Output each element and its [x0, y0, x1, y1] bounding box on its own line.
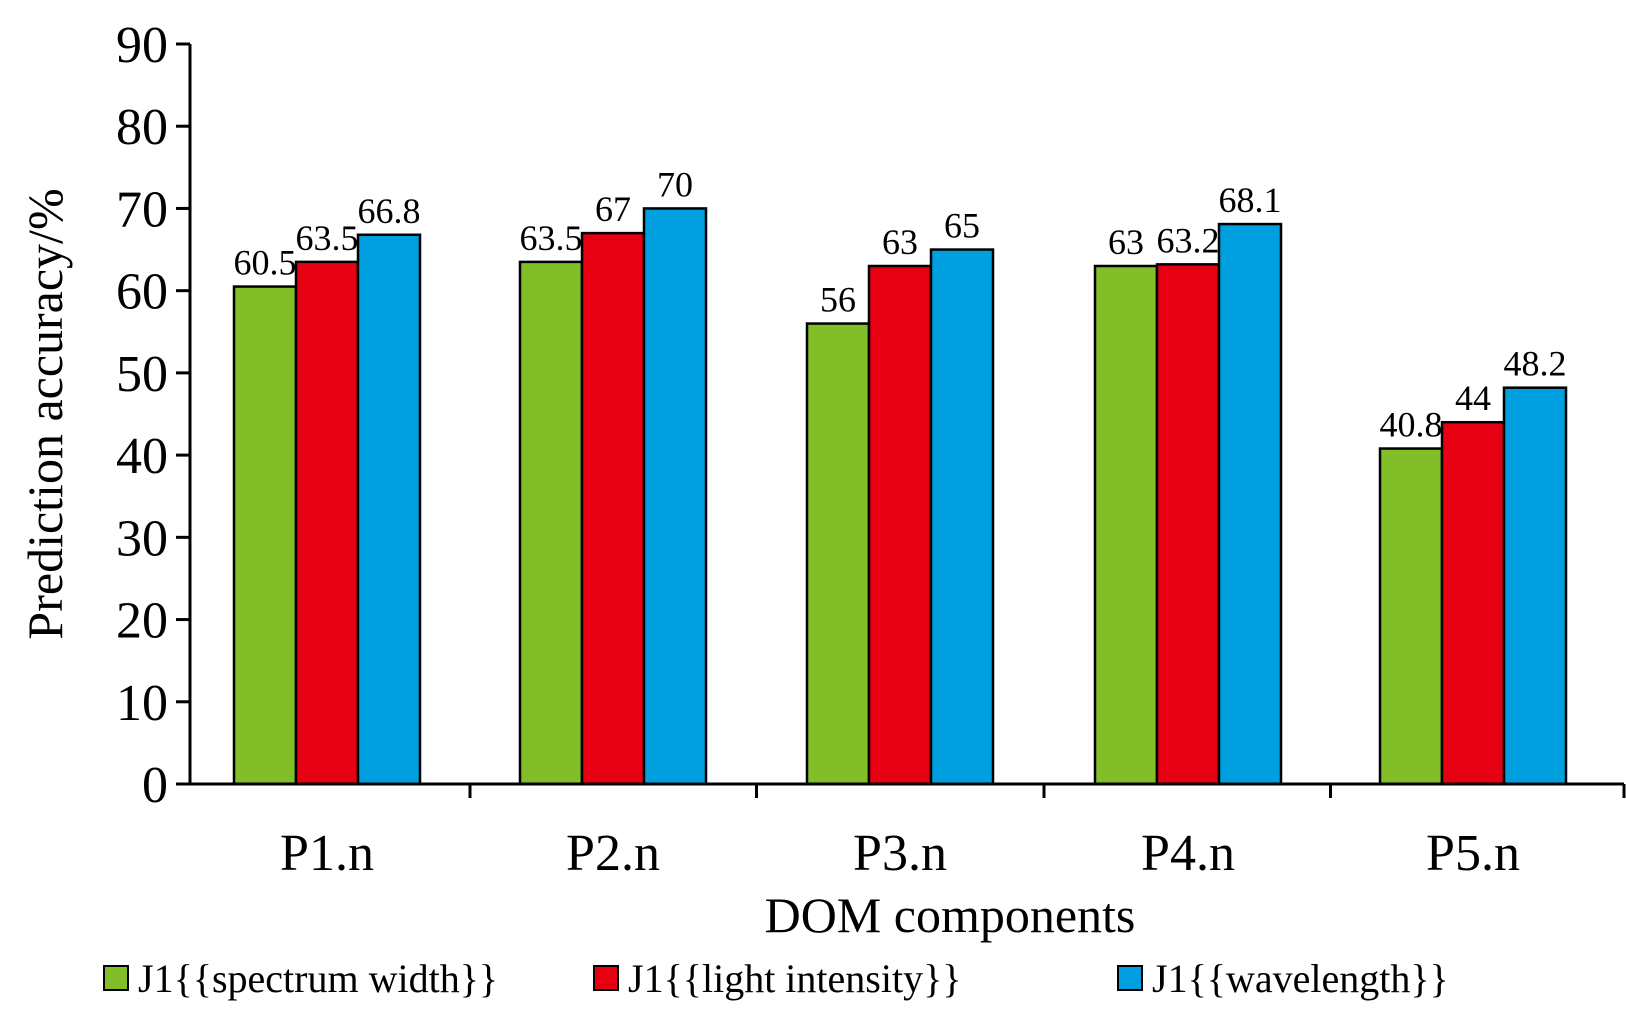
legend-label: J1{{light intensity}}: [628, 956, 961, 1001]
bars-layer: [232, 207, 1568, 786]
legend: J1{{spectrum width}} J1{{light intensity}…: [103, 956, 1449, 1001]
data-label: 63: [882, 222, 918, 262]
y-tick-label: 40: [116, 428, 168, 485]
legend-label: J1{{spectrum width}}: [138, 956, 498, 1001]
bar: [929, 248, 995, 786]
bar: [1378, 447, 1444, 786]
category-label: P1.n: [280, 825, 374, 882]
category-label: P3.n: [853, 825, 947, 882]
legend-item: J1{{light intensity}}: [593, 956, 961, 1001]
y-tick-label: 70: [116, 181, 168, 238]
legend-swatch: [1117, 965, 1143, 991]
data-label: 67: [595, 189, 631, 229]
legend-swatch: [593, 965, 619, 991]
category-label: P5.n: [1426, 825, 1520, 882]
axes-layer: [180, 44, 1624, 786]
y-tick-label: 10: [116, 675, 168, 732]
data-label: 63.5: [296, 218, 359, 258]
y-tick-label: 90: [116, 17, 168, 74]
bar: [356, 233, 422, 786]
y-tick-label: 30: [116, 510, 168, 567]
data-label: 66.8: [358, 191, 421, 231]
data-label: 63.5: [520, 218, 583, 258]
bar: [642, 207, 708, 786]
bar: [294, 260, 360, 786]
y-tick-label: 0: [142, 757, 168, 814]
legend-swatch: [103, 965, 129, 991]
x-axis-title: DOM components: [765, 887, 1136, 943]
data-label: 44: [1455, 378, 1491, 418]
bar: [1502, 386, 1568, 786]
data-label: 40.8: [1380, 405, 1443, 445]
data-label: 68.1: [1219, 180, 1282, 220]
data-label: 70: [657, 164, 693, 204]
category-label: P4.n: [1141, 825, 1235, 882]
bar: [518, 260, 584, 786]
ticks-layer: 0 10 20 30 40 50 60 70 80 90: [116, 17, 1626, 814]
bar: [805, 322, 871, 786]
bar: [580, 231, 646, 786]
data-label: 56: [820, 280, 856, 320]
bar: [1217, 222, 1283, 786]
y-tick-label: 20: [116, 593, 168, 650]
legend-item: J1{{wavelength}}: [1117, 956, 1449, 1001]
data-label: 63.2: [1157, 220, 1220, 260]
data-label: 48.2: [1504, 344, 1567, 384]
data-label: 60.5: [234, 243, 297, 283]
category-labels-layer: P1.n P2.n P3.n P4.n P5.n: [280, 825, 1520, 882]
data-label: 65: [944, 206, 980, 246]
y-tick-label: 50: [116, 346, 168, 403]
legend-item: J1{{spectrum width}}: [103, 956, 498, 1001]
bar: [232, 285, 298, 786]
y-tick-label: 80: [116, 99, 168, 156]
y-tick-label: 60: [116, 264, 168, 321]
bar: [1440, 420, 1506, 786]
bar: [1155, 263, 1221, 786]
bar: [867, 264, 933, 786]
y-axis-title: Prediction accuracy/%: [17, 188, 73, 639]
legend-label: J1{{wavelength}}: [1152, 956, 1449, 1001]
category-label: P2.n: [566, 825, 660, 882]
data-label: 63: [1108, 222, 1144, 262]
bar: [1093, 264, 1159, 786]
